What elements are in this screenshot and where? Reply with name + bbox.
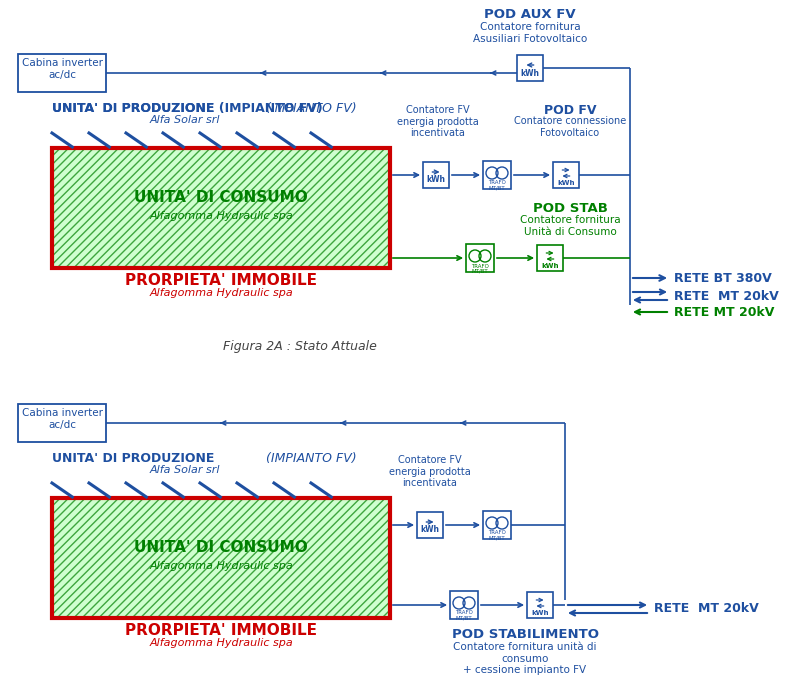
Bar xyxy=(52,498,390,618)
Text: Alfa Solar srl: Alfa Solar srl xyxy=(150,115,220,125)
Bar xyxy=(527,592,553,618)
Text: RETE  MT 20kV: RETE MT 20kV xyxy=(674,289,779,303)
Text: MT/BT: MT/BT xyxy=(472,269,488,273)
Text: kWh: kWh xyxy=(520,68,539,78)
Text: RETE  MT 20kV: RETE MT 20kV xyxy=(654,602,759,615)
Text: UNITA' DI PRODUZIONE: UNITA' DI PRODUZIONE xyxy=(52,102,214,115)
Text: Cabina inverter
ac/dc: Cabina inverter ac/dc xyxy=(21,408,102,430)
Text: Contatore fornitura
Unità di Consumo: Contatore fornitura Unità di Consumo xyxy=(519,215,620,237)
Text: PRORPIETA' IMMOBILE: PRORPIETA' IMMOBILE xyxy=(125,273,317,288)
Text: PRORPIETA' IMMOBILE: PRORPIETA' IMMOBILE xyxy=(125,623,317,638)
Text: Contatore fornitura
Asusiliari Fotovoltaico: Contatore fornitura Asusiliari Fotovolta… xyxy=(473,22,587,44)
Text: Figura 2A : Stato Attuale: Figura 2A : Stato Attuale xyxy=(223,340,377,353)
Text: TRAFO: TRAFO xyxy=(471,263,489,269)
Bar xyxy=(52,498,390,618)
Text: MT/BT: MT/BT xyxy=(488,186,505,190)
Bar xyxy=(517,55,543,81)
Text: TRAFO: TRAFO xyxy=(488,181,506,186)
Text: Alfagomma Hydraulic spa: Alfagomma Hydraulic spa xyxy=(149,211,293,221)
Text: kWh: kWh xyxy=(420,526,439,535)
Text: kWh: kWh xyxy=(531,610,549,616)
Text: Contatore FV
energia prodotta
incentivata: Contatore FV energia prodotta incentivat… xyxy=(389,455,471,488)
Bar xyxy=(537,245,563,271)
Bar xyxy=(52,148,390,268)
Bar xyxy=(450,591,478,619)
Bar xyxy=(417,512,443,538)
Text: MT/BT: MT/BT xyxy=(488,535,505,541)
Text: Contatore connessione
Fotovoltaico: Contatore connessione Fotovoltaico xyxy=(514,116,626,138)
Text: UNITA' DI CONSUMO: UNITA' DI CONSUMO xyxy=(134,541,308,556)
Text: Contatore FV
energia prodotta
incentivata: Contatore FV energia prodotta incentivat… xyxy=(397,105,479,138)
Text: kWh: kWh xyxy=(427,175,446,185)
Bar xyxy=(52,148,390,268)
Text: Alfagomma Hydraulic spa: Alfagomma Hydraulic spa xyxy=(149,561,293,571)
Text: POD AUX FV: POD AUX FV xyxy=(485,8,576,21)
Text: POD FV: POD FV xyxy=(544,104,596,117)
Text: MT/BT: MT/BT xyxy=(456,615,473,621)
Text: Alfa Solar srl: Alfa Solar srl xyxy=(150,465,220,475)
Bar xyxy=(18,404,106,442)
Bar xyxy=(483,161,511,189)
Text: UNITA' DI CONSUMO: UNITA' DI CONSUMO xyxy=(134,190,308,205)
Bar xyxy=(483,511,511,539)
Text: RETE BT 380V: RETE BT 380V xyxy=(674,271,772,284)
Text: POD STABILIMENTO: POD STABILIMENTO xyxy=(451,628,599,641)
Text: (IMPIANTO FV): (IMPIANTO FV) xyxy=(262,452,357,465)
Bar xyxy=(553,162,579,188)
Text: Contatore fornitura unità di
consumo
+ cessione impianto FV: Contatore fornitura unità di consumo + c… xyxy=(454,642,597,675)
Text: Alfagomma Hydraulic spa: Alfagomma Hydraulic spa xyxy=(149,638,293,648)
Text: TRAFO: TRAFO xyxy=(455,610,473,615)
Text: UNITA' DI PRODUZIONE (IMPIANTO FV): UNITA' DI PRODUZIONE (IMPIANTO FV) xyxy=(52,102,323,115)
Text: Cabina inverter
ac/dc: Cabina inverter ac/dc xyxy=(21,58,102,80)
Text: POD STAB: POD STAB xyxy=(533,202,607,215)
Text: kWh: kWh xyxy=(542,263,559,269)
Bar xyxy=(18,54,106,92)
Text: TRAFO: TRAFO xyxy=(488,531,506,535)
Text: RETE MT 20kV: RETE MT 20kV xyxy=(674,306,775,318)
Bar xyxy=(466,244,494,272)
Text: (IMPIANTO FV): (IMPIANTO FV) xyxy=(262,102,357,115)
Bar xyxy=(423,162,449,188)
Text: UNITA' DI PRODUZIONE: UNITA' DI PRODUZIONE xyxy=(52,452,214,465)
Text: Alfagomma Hydraulic spa: Alfagomma Hydraulic spa xyxy=(149,288,293,298)
Text: kWh: kWh xyxy=(557,180,575,186)
